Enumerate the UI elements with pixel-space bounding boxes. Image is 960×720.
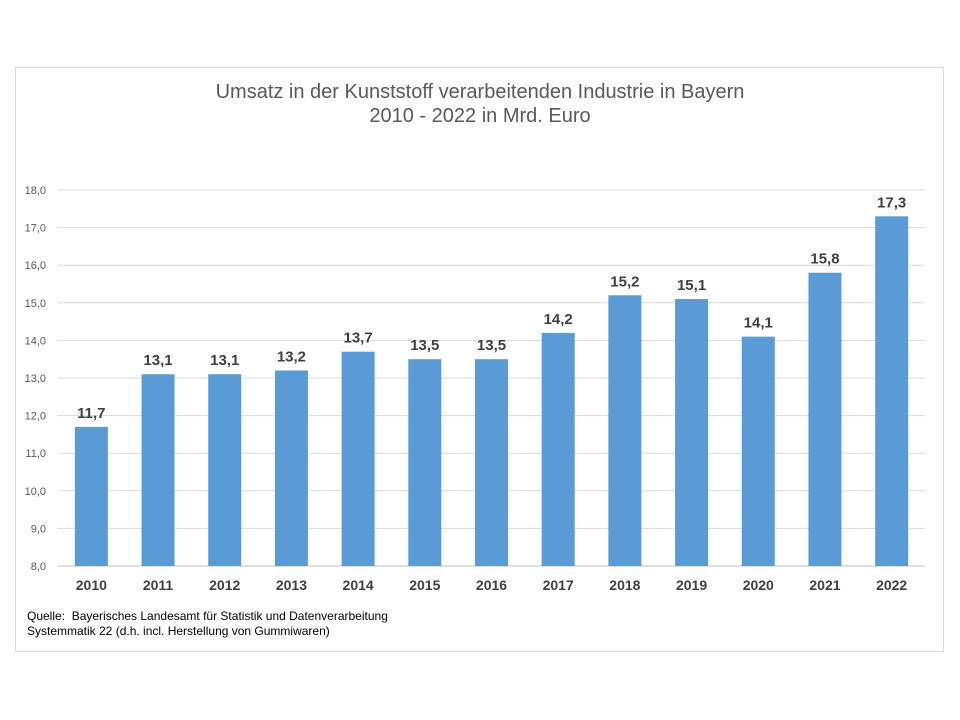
bar: [341, 351, 375, 566]
x-tick-label: 2010: [76, 577, 107, 593]
data-label: 15,2: [610, 273, 639, 290]
x-tick-label: 2019: [676, 577, 707, 593]
bar: [541, 332, 575, 566]
x-tick-label: 2021: [809, 577, 840, 593]
data-label: 13,1: [210, 352, 239, 369]
x-tick-label: 2020: [743, 577, 774, 593]
x-tick-label: 2012: [209, 577, 240, 593]
x-tick-label: 2018: [609, 577, 640, 593]
bar: [875, 216, 909, 566]
chart-subtitle: 2010 - 2022 in Mrd. Euro: [369, 105, 591, 127]
chart-title-block: Umsatz in der Kunststoff verarbeitenden …: [0, 80, 960, 128]
y-tick-label: 18,0: [25, 185, 46, 197]
data-label: 13,1: [143, 352, 172, 369]
data-label: 14,2: [544, 311, 573, 328]
y-tick-label: 13,0: [25, 373, 46, 385]
y-tick-label: 16,0: [25, 260, 46, 272]
bar: [274, 370, 308, 566]
bar: [141, 374, 175, 566]
source-note: Quelle: Bayerisches Landesamt für Statis…: [27, 609, 388, 639]
y-tick-label: 11,0: [25, 448, 46, 460]
x-axis-ticks: 2010 2011 2012 2013 2014 2015 2016 2017 2018 2019…: [76, 577, 908, 593]
chart-title: Umsatz in der Kunststoff verarbeitenden …: [215, 81, 745, 103]
bar: [475, 359, 508, 566]
data-label: 13,7: [344, 330, 373, 347]
bars: [74, 216, 909, 566]
x-tick-label: 2022: [876, 577, 907, 593]
bar: [808, 272, 842, 566]
y-tick-label: 8,0: [31, 561, 46, 573]
y-tick-label: 15,0: [25, 298, 46, 310]
bar: [74, 426, 108, 566]
data-label: 13,5: [477, 337, 506, 354]
data-label: 17,3: [877, 194, 906, 211]
bar: [408, 359, 442, 566]
data-labels: 11,7 13,1 13,1 13,2 13,7 13,5 13,5 14,2 15,2 15,1…: [77, 194, 906, 422]
y-tick-label: 12,0: [25, 411, 46, 423]
y-tick-label: 9,0: [31, 523, 46, 535]
x-tick-label: 2017: [543, 577, 574, 593]
x-tick-label: 2014: [343, 577, 374, 593]
x-tick-label: 2011: [143, 577, 174, 593]
data-label: 15,8: [810, 251, 839, 268]
x-tick-label: 2015: [409, 577, 440, 593]
source-line-2: Systemmatik 22 (d.h. incl. Herstellung v…: [27, 624, 330, 638]
data-label: 13,5: [410, 337, 439, 354]
data-label: 11,7: [77, 405, 105, 422]
x-tick-label: 2013: [276, 577, 307, 593]
y-axis-ticks: 8,0 9,0 10,0 11,0 12,0 13,0 14,0 15,0 16,0 17,0 18…: [25, 185, 46, 573]
bar: [208, 374, 242, 566]
data-label: 13,2: [277, 348, 306, 365]
bar: [608, 295, 642, 566]
source-line-1: Quelle: Bayerisches Landesamt für Statis…: [27, 609, 388, 623]
data-label: 14,1: [744, 315, 773, 332]
x-tick-label: 2016: [476, 577, 507, 593]
bar: [675, 299, 709, 566]
y-tick-label: 10,0: [25, 486, 46, 498]
data-label: 15,1: [677, 277, 706, 294]
y-tick-label: 14,0: [25, 335, 46, 347]
y-tick-label: 17,0: [25, 223, 46, 235]
bar: [741, 336, 775, 566]
